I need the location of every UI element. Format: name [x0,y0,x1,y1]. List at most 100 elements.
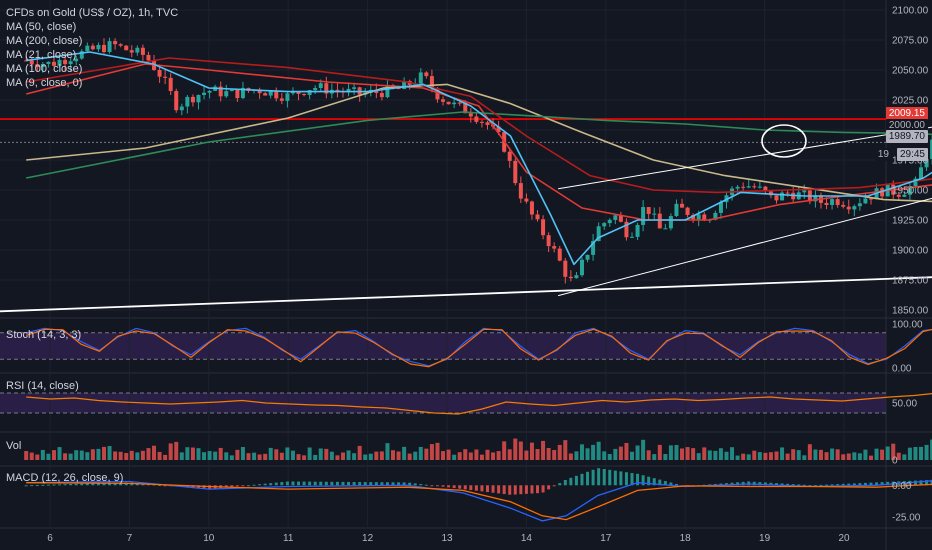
volume-bar [157,451,162,460]
macd-histogram-bar [319,481,323,486]
candle-down [435,88,440,100]
macd-histogram-bar [202,485,206,489]
legend-ma9[interactable]: MA (9, close, 0) [6,77,83,89]
macd-histogram-bar [274,482,278,486]
legend-ma100[interactable]: MA (100, close) [6,63,83,75]
volume-bar [913,446,918,460]
volume-bar [352,453,357,460]
candle-up [735,186,740,189]
vol-label[interactable]: Vol [6,440,22,452]
volume-bar [613,448,618,460]
x-tick-label: 20 [838,533,850,544]
candle-down [824,202,829,205]
candle-up [352,87,357,89]
macd-histogram-bar [852,483,856,486]
macd-histogram-bar [863,482,867,486]
macd-histogram-bar [385,482,389,486]
macd-histogram-bar [352,481,356,486]
volume-bar [335,455,340,460]
volume-bar [768,452,773,460]
macd-histogram-bar [736,482,740,486]
volume-bar [846,453,851,460]
candle-up [57,59,62,66]
volume-bar [68,453,73,460]
candle-up [696,214,701,220]
macd-histogram-bar [591,469,595,486]
legend-ma50[interactable]: MA (50, close) [6,21,77,33]
candle-up [602,223,607,227]
candle-down [274,90,279,99]
volume-bar [891,443,896,460]
volume-bar [329,451,334,460]
candle-up [780,192,785,201]
candle-down [468,113,473,117]
macd-label[interactable]: MACD (12, 26, close, 9) [6,472,124,484]
candle-up [919,167,924,179]
annotation-ellipse [761,124,807,158]
candle-down [763,186,768,192]
volume-bar [574,451,579,460]
y-tick-label: 1950.00 [892,186,929,197]
volume-bar [902,454,907,460]
macd-histogram-bar [46,484,50,486]
legend-ma21[interactable]: MA (21, close) [6,49,77,61]
volume-bar [730,447,735,460]
volume-bar [302,455,307,460]
candle-down [263,93,268,96]
volume-bar [101,446,106,460]
macd-histogram-bar [463,485,467,490]
volume-bar [624,442,629,460]
volume-bar [424,448,429,460]
volume-bar [379,451,384,460]
y-tick-label: 1975.00 [892,156,929,167]
macd-histogram-bar [347,481,351,486]
candle-up [585,254,590,260]
macd-histogram-bar [652,478,656,486]
macd-histogram-bar [497,485,501,494]
macd-histogram-bar [825,484,829,486]
macd-histogram-bar [391,482,395,486]
macd-histogram-bar [469,485,473,491]
macd-histogram-bar [658,479,662,486]
legend-ma200[interactable]: MA (200, close) [6,35,83,47]
candle-up [813,195,818,202]
rsi-label[interactable]: RSI (14, close) [6,380,79,392]
candle-down [552,246,557,249]
volume-bar [585,448,590,460]
volume-bar [524,450,529,460]
macd-histogram-bar [408,482,412,486]
y-tick-label: 2075.00 [892,36,929,47]
candle-down [441,99,446,102]
macd-histogram-bar [841,483,845,486]
resistance-price-tag: 2009.15 [885,107,928,120]
candle-up [96,44,101,50]
macd-tick-label: 0.00 [892,481,912,492]
candle-up [385,85,390,98]
macd-histogram-bar [913,480,917,486]
macd-histogram-bar [536,485,540,494]
candle-down [896,194,901,197]
macd-histogram-bar [547,485,551,490]
volume-bar [418,446,423,460]
volume-bar [535,448,540,460]
stoch-label[interactable]: Stoch (14, 3, 3) [6,329,82,341]
candle-down [463,102,468,114]
volume-bar [518,441,523,460]
macd-histogram-bar [52,484,56,486]
volume-bar [113,451,118,460]
candle-up [346,88,351,93]
volume-bar [513,438,518,460]
volume-bar [152,445,157,460]
candle-down [168,77,173,92]
volume-bar [96,448,101,460]
macd-histogram-bar [302,481,306,486]
macd-histogram-bar [158,484,162,486]
macd-histogram-bar [858,483,862,486]
volume-bar [252,452,257,460]
candle-down [335,89,340,92]
macd-histogram-bar [485,485,489,493]
y-tick-label: 1925.00 [892,216,929,227]
x-tick-label: 18 [680,533,692,544]
candle-down [618,215,623,222]
